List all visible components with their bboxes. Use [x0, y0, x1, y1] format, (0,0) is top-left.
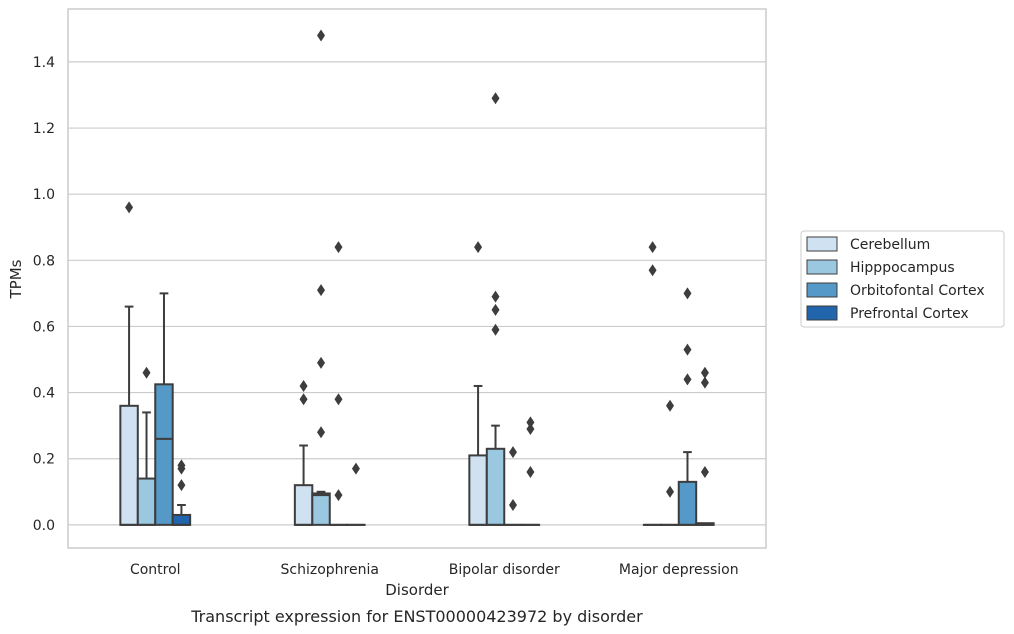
- box-2-3: [520, 416, 541, 526]
- box-body: [119, 404, 139, 526]
- outlier-point: [648, 264, 657, 277]
- outlier-point: [491, 92, 500, 105]
- box-body: [154, 383, 174, 526]
- outlier-point: [317, 426, 326, 439]
- outlier-point: [683, 373, 692, 386]
- legend-swatch: [806, 259, 838, 275]
- outlier-point: [683, 343, 692, 356]
- box-3-3: [695, 366, 715, 526]
- x-axis-ticks: Control Schizophrenia Bipolar disorder Majo…: [130, 562, 739, 578]
- box-0-1: [136, 366, 157, 526]
- legend-label: Cerebellum: [850, 237, 930, 253]
- outlier-point: [317, 356, 326, 369]
- x-tick-label: Control: [130, 562, 181, 578]
- y-tick-label: 0.2: [33, 452, 55, 468]
- outlier-point: [666, 399, 675, 412]
- box-body: [293, 484, 314, 526]
- outlier-point: [474, 241, 483, 254]
- chart-caption: Transcript expression for ENST0000042397…: [190, 607, 643, 626]
- legend-label: Orbitofontal Cortex: [850, 283, 985, 299]
- y-tick-label: 0.0: [33, 518, 55, 534]
- legend-frame: [800, 230, 1005, 328]
- outlier-point: [526, 416, 535, 429]
- outlier-point: [334, 489, 343, 502]
- y-axis-label: TPMs: [7, 259, 25, 299]
- box-body: [311, 492, 331, 526]
- legend: Cerebellum Hipppocampus Orbitofontal Corte…: [800, 230, 1005, 328]
- outlier-point: [177, 459, 186, 472]
- box-body: [468, 454, 488, 526]
- box-0-0: [119, 201, 139, 526]
- outlier-point: [508, 499, 517, 512]
- outlier-point: [648, 241, 657, 254]
- box-0-3: [171, 459, 192, 526]
- y-tick-label: 1.0: [33, 187, 55, 203]
- y-tick-label: 1.4: [33, 55, 55, 71]
- outlier-point: [491, 303, 500, 316]
- outlier-point: [526, 465, 535, 478]
- outlier-point: [125, 201, 134, 214]
- legend-label: Hipppocampus: [850, 260, 955, 276]
- outlier-point: [299, 393, 308, 406]
- box-2-2: [503, 446, 523, 526]
- box-body: [136, 477, 157, 526]
- y-tick-label: 0.4: [33, 386, 55, 402]
- outlier-point: [666, 485, 675, 498]
- box-body: [677, 480, 698, 526]
- outlier-point: [317, 29, 326, 42]
- outlier-point: [142, 366, 151, 379]
- legend-swatch: [806, 305, 838, 321]
- x-tick-label: Schizophrenia: [281, 562, 379, 578]
- legend-label: Prefrontal Cortex: [850, 306, 969, 322]
- outlier-point: [491, 323, 500, 336]
- y-tick-label: 0.8: [33, 253, 55, 269]
- outlier-point: [334, 241, 343, 254]
- box-3-2: [677, 287, 698, 526]
- outlier-point: [700, 376, 709, 389]
- x-tick-label: Bipolar disorder: [449, 562, 560, 578]
- box-plot-marks: [119, 29, 715, 526]
- y-axis-ticks: 0.0 0.2 0.4 0.6 0.8 1.0 1.2 1.4: [33, 55, 55, 534]
- outlier-point: [177, 479, 186, 492]
- box-body: [171, 513, 192, 526]
- outlier-point: [317, 284, 326, 297]
- box-2-1: [485, 92, 506, 526]
- y-tick-label: 0.6: [33, 319, 55, 335]
- box-1-3: [346, 462, 366, 526]
- x-tick-label: Major depression: [619, 562, 739, 578]
- box-1-0: [293, 379, 314, 526]
- box-1-1: [311, 29, 331, 526]
- y-tick-label: 1.2: [33, 121, 55, 137]
- outlier-point: [700, 366, 709, 379]
- legend-swatch: [806, 282, 838, 298]
- box-0-2: [154, 292, 174, 526]
- outlier-point: [334, 393, 343, 406]
- outlier-point: [491, 290, 500, 303]
- outlier-point: [526, 422, 535, 435]
- legend-swatch: [806, 236, 838, 252]
- box-body: [485, 447, 506, 526]
- outlier-point: [508, 446, 517, 459]
- x-axis-label: Disorder: [385, 581, 449, 599]
- outlier-point: [299, 379, 308, 392]
- outlier-point: [351, 462, 360, 475]
- outlier-point: [700, 465, 709, 478]
- outlier-point: [683, 287, 692, 300]
